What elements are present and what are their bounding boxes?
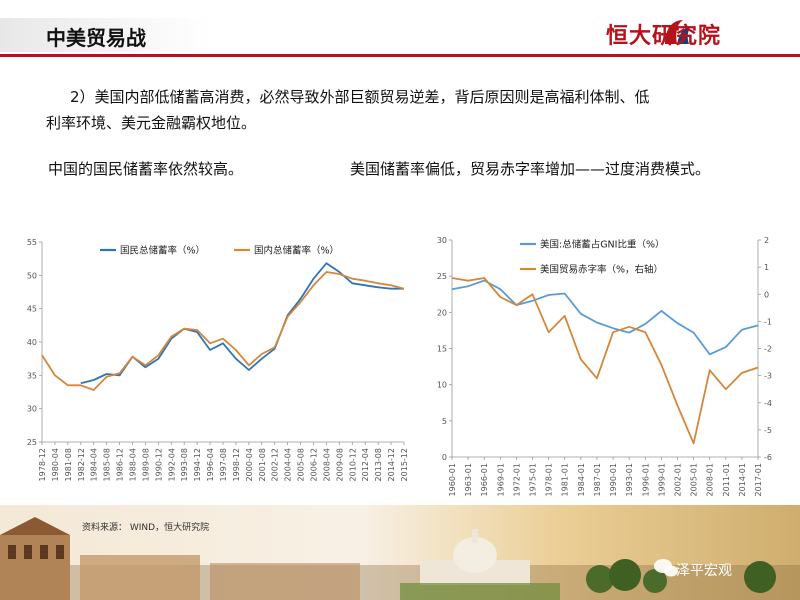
x-tick-label: 1982-12: [77, 448, 86, 481]
y2-tick-label: -4: [764, 399, 772, 408]
x-tick-label: 1992-04: [167, 448, 176, 481]
evergrande-logo-icon: [665, 20, 691, 44]
x-tick-label: 1986-12: [116, 448, 125, 481]
x-tick-label: 1990-12: [154, 448, 163, 481]
x-tick-label: 2008-04: [322, 448, 331, 481]
y-tick-label: 45: [27, 305, 37, 314]
title-bar: [0, 18, 210, 52]
x-tick-label: 2002-12: [271, 448, 280, 481]
header: 中美贸易战 恒大研究院: [0, 0, 800, 57]
x-tick-label: 2015-12: [400, 448, 409, 481]
x-tick-label: 1985-08: [103, 448, 112, 481]
y-tick-label: 55: [27, 238, 37, 247]
x-tick-label: 1981-01: [561, 463, 570, 496]
x-tick-label: 2002-01: [673, 463, 682, 496]
x-tick-label: 1994-12: [193, 448, 202, 481]
y-tick-label: 50: [27, 271, 37, 280]
x-tick-label: 2011-01: [722, 463, 731, 496]
paragraph-line-2: 利率环境、美元金融霸权地位。: [46, 114, 257, 132]
right-chart-caption: 美国储蓄率偏低，贸易赤字率增加——过度消费模式。: [350, 160, 711, 178]
y2-tick-label: -2: [764, 345, 772, 354]
x-tick-label: 1972-01: [512, 463, 521, 496]
y-tick-label: 15: [437, 345, 447, 354]
x-tick-label: 1980-04: [51, 448, 60, 481]
x-tick-label: 1987-01: [593, 463, 602, 496]
x-tick-label: 1993-08: [180, 448, 189, 481]
y-tick-label: 10: [437, 381, 447, 390]
y2-tick-label: -5: [764, 426, 772, 435]
series-line-1: [451, 279, 759, 356]
y-tick-label: 25: [437, 272, 447, 281]
x-tick-label: 1960-01: [448, 463, 457, 496]
x-tick-label: 2010-12: [348, 448, 357, 481]
x-tick-label: 1996-04: [206, 448, 215, 481]
y-tick-label: 0: [442, 453, 447, 462]
y-tick-label: 40: [27, 338, 37, 347]
legend-label: 国内总储蓄率（%）: [254, 245, 339, 257]
x-tick-label: 2009-08: [335, 448, 344, 481]
left-chart-caption: 中国的国民储蓄率依然较高。: [48, 160, 244, 178]
y-tick-label: 5: [442, 417, 447, 426]
series-line-2: [451, 277, 759, 445]
x-tick-label: 1966-01: [480, 463, 489, 496]
x-tick-label: 1996-01: [641, 463, 650, 496]
footer-buildings-banner: [0, 505, 800, 600]
x-tick-label: 1997-08: [219, 448, 228, 481]
x-tick-label: 2014-01: [738, 463, 747, 496]
y2-tick-label: -1: [764, 317, 772, 326]
y2-tick-label: 1: [764, 263, 769, 272]
y-tick-label: 30: [27, 405, 37, 414]
x-tick-label: 2001-08: [258, 448, 267, 481]
y2-tick-label: 2: [764, 236, 769, 245]
x-tick-label: 2006-12: [310, 448, 319, 481]
y2-tick-label: -3: [764, 372, 772, 381]
x-tick-label: 2005-08: [297, 448, 306, 481]
legend-label: 国民总储蓄率（%）: [120, 245, 205, 257]
china-savings-chart: 25 30 35 40 45 50 55 1978-12 1980-04 1981-08 1982-…: [27, 238, 409, 481]
x-tick-label: 1988-04: [129, 448, 138, 481]
y2-tick-label: 0: [764, 290, 769, 299]
x-tick-label: 1993-01: [625, 463, 634, 496]
x-tick-label: 1990-01: [609, 463, 618, 496]
y-tick-label: 30: [437, 236, 447, 245]
x-tick-label: 1984-01: [577, 463, 586, 496]
x-tick-label: 1984-04: [90, 448, 99, 481]
series-line-2: [41, 271, 405, 391]
source-note: 资料来源： WIND，恒大研究院: [82, 523, 210, 533]
x-tick-label: 1963-01: [464, 463, 473, 496]
x-tick-label: 1989-08: [141, 448, 150, 481]
x-tick-label: 2004-04: [284, 448, 293, 481]
page-title: 中美贸易战: [46, 26, 146, 50]
legend-label: 美国:总储蓄占GNI比重（%）: [540, 239, 665, 251]
x-tick-label: 2000-04: [245, 448, 254, 481]
wechat-icon: [654, 559, 678, 577]
x-tick-label: 1969-01: [496, 463, 505, 496]
y2-tick-label: -6: [764, 453, 772, 462]
y-tick-label: 35: [27, 371, 37, 380]
paragraph-line-1: 2）美国内部低储蓄高消费，必然导致外部巨额贸易逆差，背后原因则是高福利体制、低: [70, 88, 650, 106]
x-tick-label: 2017-01: [754, 463, 763, 496]
x-tick-label: 1998-12: [232, 448, 241, 481]
x-tick-label: 2008-01: [706, 463, 715, 496]
x-tick-label: 2013-08: [374, 448, 383, 481]
series-line-1: [80, 262, 404, 385]
x-tick-label: 2005-01: [690, 463, 699, 496]
y-tick-label: 20: [437, 308, 447, 317]
x-tick-label: 1975-01: [529, 463, 538, 496]
x-tick-label: 1999-01: [657, 463, 666, 496]
body-paragraph: 2）美国内部低储蓄高消费，必然导致外部巨额贸易逆差，背后原因则是高福利体制、低 …: [46, 84, 746, 136]
legend-label: 美国贸易赤字率（%，右轴）: [540, 264, 663, 276]
x-tick-label: 2012-04: [361, 448, 370, 481]
x-tick-label: 2014-12: [387, 448, 396, 481]
x-tick-label: 1978-01: [545, 463, 554, 496]
x-tick-label: 1978-12: [38, 448, 47, 481]
wechat-account-name: 泽平宏观: [676, 563, 732, 579]
y-tick-label: 25: [27, 438, 37, 447]
x-tick-label: 1981-08: [64, 448, 73, 481]
brand-name: 恒大研究院: [606, 24, 722, 49]
header-divider: [0, 54, 800, 57]
